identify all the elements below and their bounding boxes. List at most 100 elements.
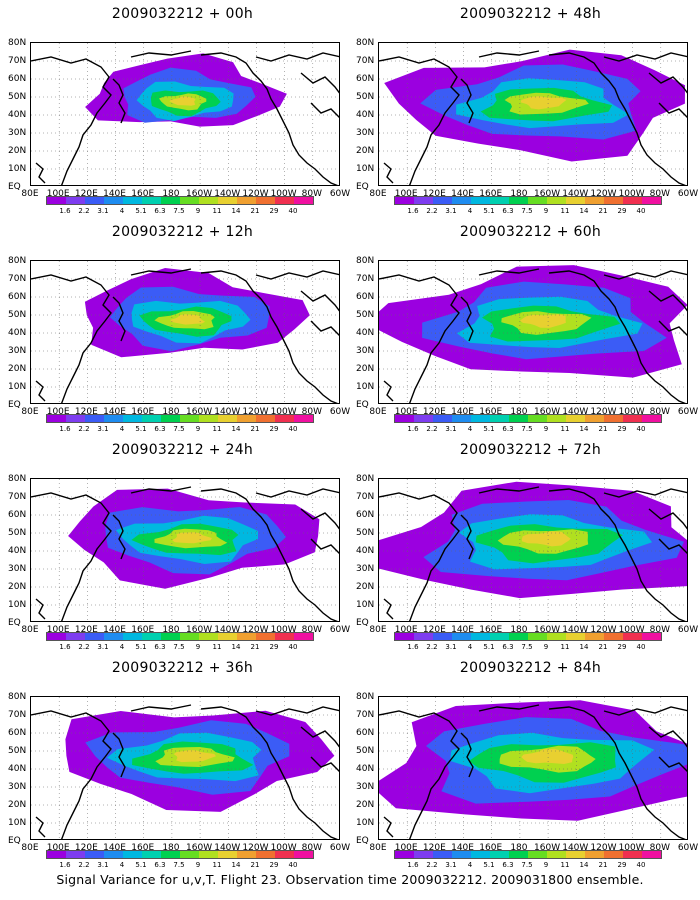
variance-map [30, 260, 340, 404]
colorbar-label: 9 [543, 643, 549, 651]
longitude-label: 100E [46, 843, 70, 853]
colorbar-swatch [471, 197, 490, 204]
colorbar-label: 5.1 [135, 861, 147, 869]
coastline [379, 268, 687, 403]
colorbar-swatch [66, 415, 85, 422]
longitude-label: 100W [618, 625, 645, 635]
latitude-label: 20N [356, 364, 375, 374]
longitude-label: 60W [677, 189, 699, 199]
map-svg [379, 261, 687, 403]
colorbar-swatch [471, 415, 490, 422]
map-panel: 2009032212 + 12h 80N 70N 60N 50N 40N 30N 20N 10N… [8, 218, 355, 433]
variance-contour-fill [173, 750, 216, 763]
map-svg [31, 261, 339, 403]
map-panel: 2009032212 + 84h 80N 70N 60N 50N 40N 30N 20N 10N… [356, 654, 700, 869]
colorbar [394, 196, 662, 205]
colorbar-label: 29 [617, 425, 627, 433]
colorbar-swatch [161, 633, 180, 640]
map-svg [379, 697, 687, 839]
colorbar-label: 9 [543, 425, 549, 433]
colorbar-swatch [471, 633, 490, 640]
panel-title: 2009032212 + 48h [459, 6, 602, 22]
longitude-label: 80W [301, 189, 322, 199]
longitude-label: 160E [479, 189, 503, 199]
panel-title: 2009032212 + 00h [111, 6, 254, 22]
colorbar-swatch [414, 633, 433, 640]
colorbar-label: 29 [617, 207, 627, 215]
colorbar-label: 7.5 [173, 861, 185, 869]
colorbar-label: 11 [560, 643, 570, 651]
colorbar [394, 850, 662, 859]
colorbar-label: 9 [543, 861, 549, 869]
colorbar-swatch [490, 197, 509, 204]
colorbar-label: 5.1 [483, 425, 495, 433]
latitude-label: 30N [356, 128, 375, 138]
colorbar-label: 11 [560, 425, 570, 433]
colorbar-label: 1.6 [59, 861, 71, 869]
colorbar-swatch [85, 197, 104, 204]
colorbar-swatch [161, 197, 180, 204]
colorbar-swatch [528, 633, 547, 640]
longitude-label: 180 [162, 843, 180, 853]
longitude-label: 80E [21, 189, 39, 199]
longitude-label: 140W [214, 189, 241, 199]
colorbar-label: 6.3 [502, 207, 514, 215]
colorbar-swatch [47, 415, 66, 422]
longitude-label: 140W [562, 407, 589, 417]
colorbar-swatch [180, 197, 199, 204]
longitude-label: 80W [301, 407, 322, 417]
colorbar-swatch [452, 415, 471, 422]
longitude-label: 80E [369, 189, 387, 199]
longitude-label: 160W [186, 625, 213, 635]
latitude-label: EQ [356, 618, 369, 628]
colorbar-label: 40 [636, 425, 646, 433]
colorbar-swatch [395, 633, 414, 640]
longitude-label: 80W [649, 189, 670, 199]
latitude-label: 50N [356, 310, 375, 320]
latitude-label: 70N [356, 274, 375, 284]
colorbar-swatch [142, 197, 161, 204]
longitude-label: 60W [677, 625, 699, 635]
variance-map [378, 260, 688, 404]
variance-contour-fill [520, 96, 567, 110]
colorbar-label: 5.1 [483, 861, 495, 869]
colorbar-swatch [275, 197, 294, 204]
longitude-label: 100E [46, 189, 70, 199]
panel-title: 2009032212 + 36h [111, 660, 254, 676]
map-panel: 2009032212 + 72h 80N 70N 60N 50N 40N 30N 20N 10N… [356, 436, 700, 651]
colorbar [46, 196, 314, 205]
colorbar-swatch [237, 415, 256, 422]
longitude-label: 140E [103, 189, 126, 199]
latitude-label: 20N [356, 800, 375, 810]
longitude-label: 140E [103, 625, 126, 635]
colorbar-swatch [218, 197, 237, 204]
latitude-label: 80N [356, 256, 375, 266]
latitude-label: 10N [8, 818, 27, 828]
figure-caption: Signal Variance for u,v,T. Flight 23. Ob… [56, 872, 644, 887]
colorbar-label: 1.6 [407, 643, 419, 651]
colorbar-label: 4 [119, 207, 125, 215]
longitude-label: 140W [214, 843, 241, 853]
colorbar-swatch [199, 415, 218, 422]
map-svg [379, 43, 687, 185]
colorbar-label: 11 [212, 425, 222, 433]
colorbar-swatch [199, 851, 218, 858]
colorbar-swatch [547, 415, 566, 422]
colorbar-label: 9 [195, 207, 201, 215]
colorbar-swatch [566, 851, 585, 858]
colorbar-label: 7.5 [521, 207, 533, 215]
latitude-label: 60N [8, 510, 27, 520]
longitude-label: 120E [422, 625, 446, 635]
colorbar-swatch [123, 851, 142, 858]
latitude-label: 40N [8, 764, 27, 774]
longitude-label: 180 [162, 407, 180, 417]
map-svg [31, 43, 339, 185]
longitude-label: 100W [618, 843, 645, 853]
colorbar-swatch [414, 415, 433, 422]
colorbar-label: 6.3 [502, 425, 514, 433]
colorbar-swatch [547, 197, 566, 204]
latitude-label: 20N [8, 364, 27, 374]
longitude-label: 60W [329, 407, 351, 417]
variance-contour-fill [521, 748, 574, 764]
latitude-label: 40N [356, 546, 375, 556]
